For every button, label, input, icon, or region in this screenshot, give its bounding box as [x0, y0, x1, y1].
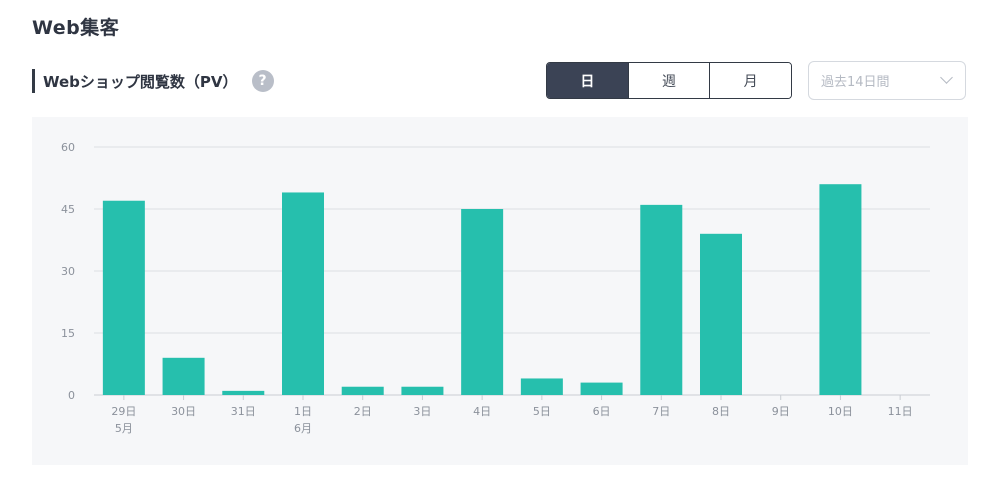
period-range-value: 過去14日間 — [821, 75, 890, 90]
bar-1[interactable] — [162, 357, 205, 395]
y-tick-label: 45 — [61, 203, 75, 216]
period-toggle: 日 週 月 — [546, 62, 792, 99]
x-tick-label: 9日 — [772, 405, 790, 418]
bar-0[interactable] — [102, 200, 145, 395]
bar-12[interactable] — [819, 184, 862, 395]
x-tick-label: 31日 — [231, 405, 256, 418]
chart-header: Webショップ閲覧数（PV） ? — [32, 68, 274, 94]
bar-5[interactable] — [401, 386, 444, 395]
x-month-label: 5月 — [115, 422, 133, 435]
x-month-label: 6月 — [294, 422, 312, 435]
pv-bar-chart: 0 15 30 45 60 29日 5月 30日 31日 1日 6月 2日 3日 4日 5日 6日 7日 8日 9日… — [61, 141, 930, 435]
x-tick-label: 7日 — [652, 405, 670, 418]
x-tick-label: 29日 — [111, 405, 136, 418]
x-tick-label: 4日 — [473, 405, 491, 418]
bar-10[interactable] — [700, 233, 742, 395]
chevron-down-icon — [940, 71, 953, 84]
bar-8[interactable] — [580, 382, 623, 395]
bar-4[interactable] — [341, 386, 384, 395]
period-tab-month[interactable]: 月 — [709, 63, 791, 98]
x-tick-label: 5日 — [533, 405, 551, 418]
bar-6[interactable] — [461, 209, 504, 395]
y-tick-label: 60 — [61, 141, 75, 154]
chart-title: Webショップ閲覧数（PV） — [43, 72, 238, 91]
bar-2[interactable] — [222, 390, 265, 395]
y-tick-label: 15 — [61, 327, 75, 340]
x-tick-label: 8日 — [712, 405, 730, 418]
chart-panel: 0 15 30 45 60 29日 5月 30日 31日 1日 6月 2日 3日 4日 5日 6日 7日 8日 9日… — [32, 117, 968, 465]
x-tick-label: 3日 — [413, 405, 431, 418]
help-icon[interactable]: ? — [251, 70, 274, 92]
x-tick-label: 2日 — [354, 405, 372, 418]
bar-3[interactable] — [282, 192, 324, 395]
period-range-select[interactable]: 過去14日間 — [808, 61, 966, 100]
x-tick-label: 10日 — [828, 405, 853, 418]
x-tick-label: 1日 — [294, 405, 312, 418]
x-tick-label: 11日 — [888, 405, 913, 418]
y-tick-label: 30 — [61, 265, 75, 278]
period-tab-day[interactable]: 日 — [547, 63, 628, 98]
bar-7[interactable] — [520, 378, 563, 395]
section-title: Web集客 — [32, 17, 120, 39]
x-tick-label: 6日 — [593, 405, 611, 418]
bar-9[interactable] — [640, 204, 683, 395]
title-accent-bar — [32, 69, 35, 93]
period-tab-week[interactable]: 週 — [627, 63, 710, 98]
y-tick-label: 0 — [68, 389, 75, 402]
x-tick-label: 30日 — [171, 405, 196, 418]
